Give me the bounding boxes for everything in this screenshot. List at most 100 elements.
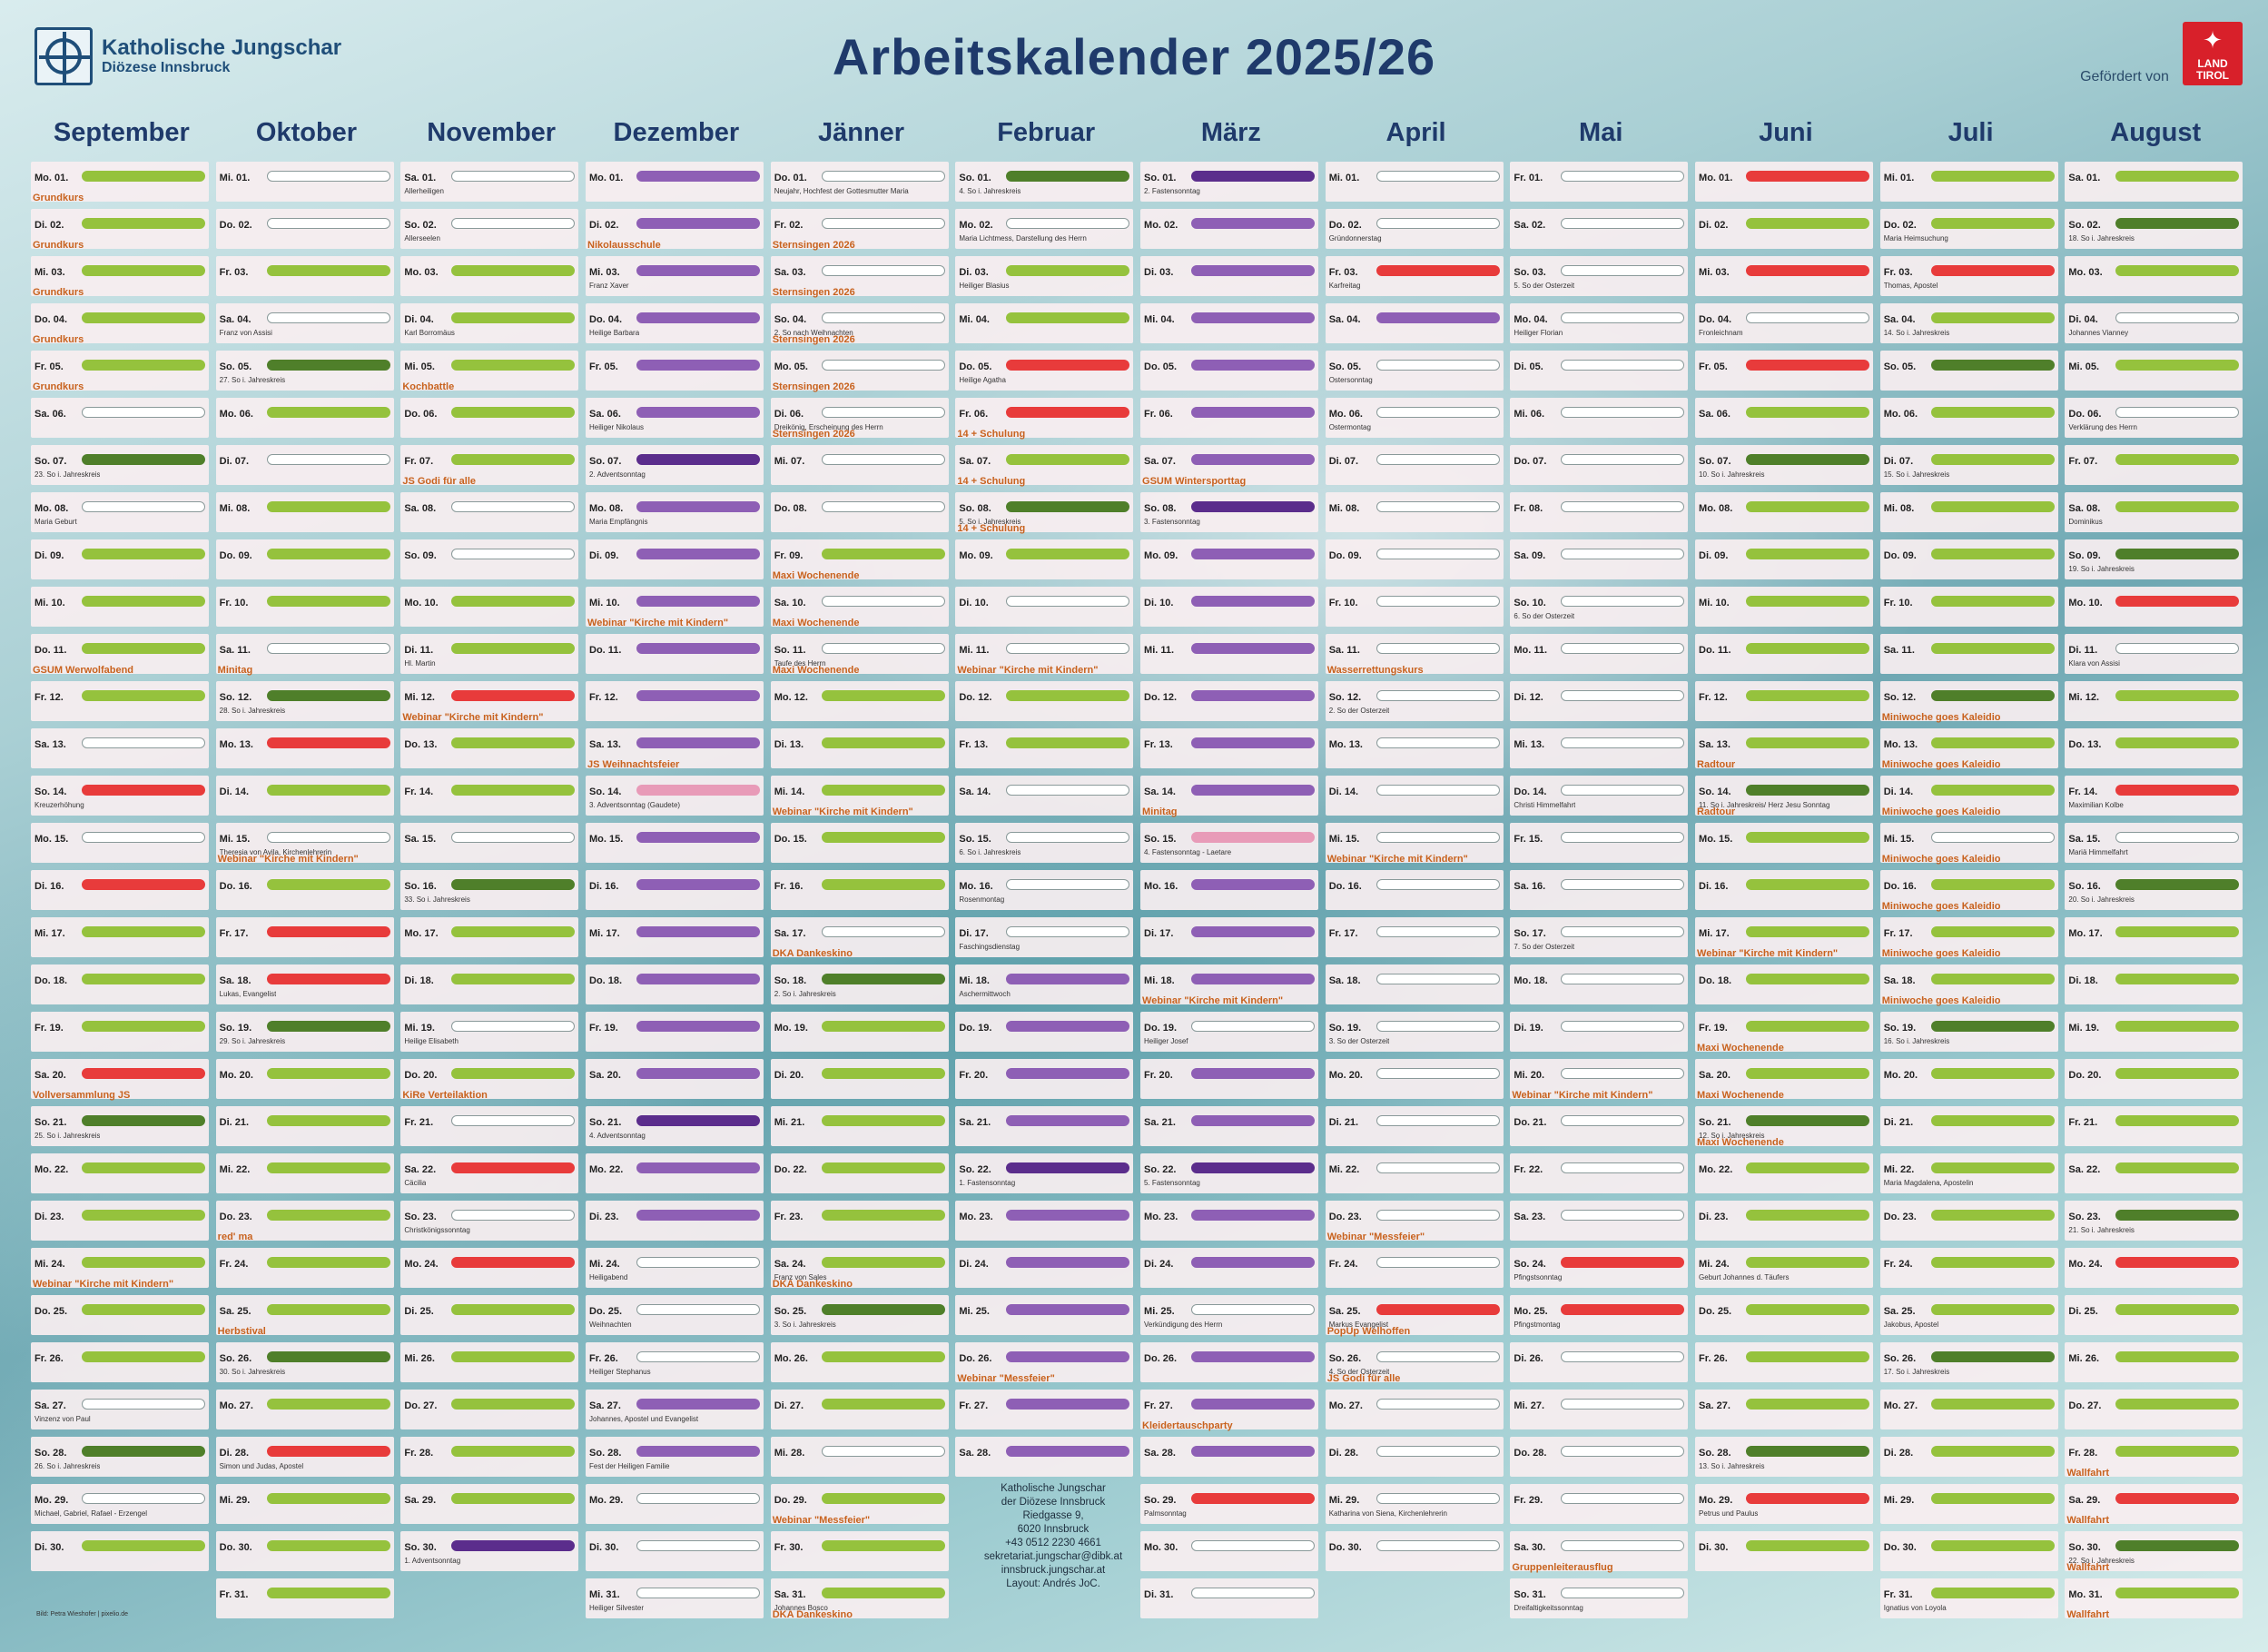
day-cell[interactable]: Di. 30. xyxy=(31,1531,209,1571)
day-cell[interactable]: Fr. 17. xyxy=(215,917,394,957)
day-cell[interactable]: So. 15. 6. So i. Jahreskreis xyxy=(955,823,1134,863)
day-cell[interactable]: Mo. 19. xyxy=(770,1012,949,1052)
day-cell[interactable]: Di. 28. Simon und Judas, Apostel xyxy=(215,1437,394,1477)
day-cell[interactable]: Di. 23. xyxy=(31,1201,209,1241)
day-cell[interactable]: Sa. 25. xyxy=(215,1295,394,1335)
day-cell[interactable]: Do. 06. Verklärung des Herrn xyxy=(2065,398,2243,438)
day-cell[interactable]: So. 11. Taufe des Herrn xyxy=(770,634,949,674)
day-cell[interactable]: Mi. 10. xyxy=(1695,587,1874,627)
day-cell[interactable]: Do. 12. xyxy=(1140,681,1319,721)
day-cell[interactable]: Fr. 26. xyxy=(1695,1342,1874,1382)
day-cell[interactable]: Fr. 07. xyxy=(2065,445,2243,485)
day-cell[interactable]: Di. 16. xyxy=(586,870,764,910)
day-cell[interactable]: So. 07. 23. So i. Jahreskreis xyxy=(31,445,209,485)
day-cell[interactable]: Do. 06. xyxy=(400,398,579,438)
day-cell[interactable]: So. 14. 3. Adventsonntag (Gaudete) xyxy=(586,776,764,816)
day-cell[interactable]: Di. 09. xyxy=(586,539,764,579)
day-cell[interactable]: Mo. 27. xyxy=(215,1390,394,1429)
day-cell[interactable]: Mo. 16. Rosenmontag xyxy=(955,870,1134,910)
day-cell[interactable]: Do. 18. xyxy=(1695,964,1874,1004)
day-cell[interactable]: Do. 21. xyxy=(1510,1106,1689,1146)
day-cell[interactable]: Mi. 01. xyxy=(215,162,394,202)
day-cell[interactable]: So. 22. 5. Fastensonntag xyxy=(1140,1153,1319,1193)
day-cell[interactable]: Di. 25. xyxy=(2065,1295,2243,1335)
day-cell[interactable]: Mo. 03. xyxy=(2065,256,2243,296)
day-cell[interactable]: Sa. 17. xyxy=(770,917,949,957)
day-cell[interactable]: So. 16. 33. So i. Jahreskreis xyxy=(400,870,579,910)
day-cell[interactable]: Di. 07. xyxy=(215,445,394,485)
day-cell[interactable]: Mo. 01. xyxy=(31,162,209,202)
day-cell[interactable]: Sa. 08. Dominikus xyxy=(2065,492,2243,532)
day-cell[interactable]: Do. 13. xyxy=(400,728,579,768)
day-cell[interactable]: Do. 23. xyxy=(215,1201,394,1241)
day-cell[interactable]: Do. 20. xyxy=(400,1059,579,1099)
day-cell[interactable]: Do. 15. xyxy=(770,823,949,863)
day-cell[interactable]: Sa. 06. Heiliger Nikolaus xyxy=(586,398,764,438)
day-cell[interactable]: Do. 02. xyxy=(215,209,394,249)
day-cell[interactable]: Di. 23. xyxy=(1695,1201,1874,1241)
day-cell[interactable]: Fr. 27. xyxy=(1140,1390,1319,1429)
day-cell[interactable]: Fr. 05. xyxy=(1695,351,1874,391)
day-cell[interactable]: Sa. 15. Mariä Himmelfahrt xyxy=(2065,823,2243,863)
day-cell[interactable]: Sa. 06. xyxy=(1695,398,1874,438)
day-cell[interactable]: Mo. 08. xyxy=(1695,492,1874,532)
day-cell[interactable]: Fr. 05. xyxy=(586,351,764,391)
day-cell[interactable]: Mo. 18. xyxy=(1510,964,1689,1004)
day-cell[interactable]: Di. 11. Klara von Assisi xyxy=(2065,634,2243,674)
day-cell[interactable]: Sa. 22. xyxy=(2065,1153,2243,1193)
day-cell[interactable]: Fr. 06. xyxy=(955,398,1134,438)
day-cell[interactable]: Di. 20. xyxy=(770,1059,949,1099)
day-cell[interactable]: Sa. 06. xyxy=(31,398,209,438)
day-cell[interactable]: Sa. 24. Franz von Sales xyxy=(770,1248,949,1288)
day-cell[interactable]: Mi. 20. xyxy=(1510,1059,1689,1099)
day-cell[interactable]: So. 01. 2. Fastensonntag xyxy=(1140,162,1319,202)
day-cell[interactable]: Fr. 27. xyxy=(955,1390,1134,1429)
day-cell[interactable]: Mo. 08. Maria Geburt xyxy=(31,492,209,532)
day-cell[interactable]: So. 17. 7. So der Osterzeit xyxy=(1510,917,1689,957)
day-cell[interactable]: Fr. 05. xyxy=(31,351,209,391)
day-cell[interactable]: Do. 16. xyxy=(1325,870,1504,910)
day-cell[interactable]: Sa. 29. xyxy=(2065,1484,2243,1524)
day-cell[interactable]: Mo. 12. xyxy=(770,681,949,721)
day-cell[interactable]: So. 26. 17. So i. Jahreskreis xyxy=(1879,1342,2058,1382)
day-cell[interactable]: Mi. 22. Maria Magdalena, Apostelin xyxy=(1879,1153,2058,1193)
day-cell[interactable]: Fr. 03. Thomas, Apostel xyxy=(1879,256,2058,296)
day-cell[interactable]: Mi. 04. xyxy=(955,303,1134,343)
day-cell[interactable]: Sa. 27. Vinzenz von Paul xyxy=(31,1390,209,1429)
day-cell[interactable]: Di. 02. xyxy=(586,209,764,249)
day-cell[interactable]: Di. 10. xyxy=(955,587,1134,627)
day-cell[interactable]: Do. 25. xyxy=(1695,1295,1874,1335)
day-cell[interactable]: Di. 24. xyxy=(955,1248,1134,1288)
day-cell[interactable]: Di. 21. xyxy=(1325,1106,1504,1146)
day-cell[interactable]: Mi. 17. xyxy=(586,917,764,957)
day-cell[interactable]: Do. 30. xyxy=(1879,1531,2058,1571)
day-cell[interactable]: Mi. 22. xyxy=(215,1153,394,1193)
day-cell[interactable]: So. 05. 27. So i. Jahreskreis xyxy=(215,351,394,391)
day-cell[interactable]: Mi. 21. xyxy=(770,1106,949,1146)
day-cell[interactable]: Mo. 11. xyxy=(1510,634,1689,674)
day-cell[interactable]: Di. 09. xyxy=(1695,539,1874,579)
day-cell[interactable]: Sa. 20. xyxy=(1695,1059,1874,1099)
day-cell[interactable]: Sa. 25. Jakobus, Apostel xyxy=(1879,1295,2058,1335)
day-cell[interactable]: So. 16. 20. So i. Jahreskreis xyxy=(2065,870,2243,910)
day-cell[interactable]: So. 03. 5. So der Osterzeit xyxy=(1510,256,1689,296)
day-cell[interactable]: Fr. 09. xyxy=(770,539,949,579)
day-cell[interactable]: Sa. 29. xyxy=(400,1484,579,1524)
day-cell[interactable]: Sa. 13. xyxy=(31,728,209,768)
day-cell[interactable]: So. 25. 3. So i. Jahreskreis xyxy=(770,1295,949,1335)
day-cell[interactable]: So. 12. xyxy=(1879,681,2058,721)
day-cell[interactable]: Mi. 11. xyxy=(1140,634,1319,674)
day-cell[interactable]: Mo. 01. xyxy=(1695,162,1874,202)
day-cell[interactable]: Mo. 13. xyxy=(1325,728,1504,768)
day-cell[interactable]: So. 07. 10. So i. Jahreskreis xyxy=(1695,445,1874,485)
day-cell[interactable]: Mo. 17. xyxy=(400,917,579,957)
day-cell[interactable]: Do. 22. xyxy=(770,1153,949,1193)
day-cell[interactable]: Fr. 23. xyxy=(770,1201,949,1241)
day-cell[interactable]: Di. 09. xyxy=(31,539,209,579)
day-cell[interactable]: Mi. 07. xyxy=(770,445,949,485)
day-cell[interactable]: Mo. 29. Michael, Gabriel, Rafael - Erzeng… xyxy=(31,1484,209,1524)
day-cell[interactable]: Mi. 17. xyxy=(31,917,209,957)
day-cell[interactable]: So. 22. 1. Fastensonntag xyxy=(955,1153,1134,1193)
day-cell[interactable]: Mo. 29. xyxy=(586,1484,764,1524)
day-cell[interactable]: Fr. 24. xyxy=(1325,1248,1504,1288)
